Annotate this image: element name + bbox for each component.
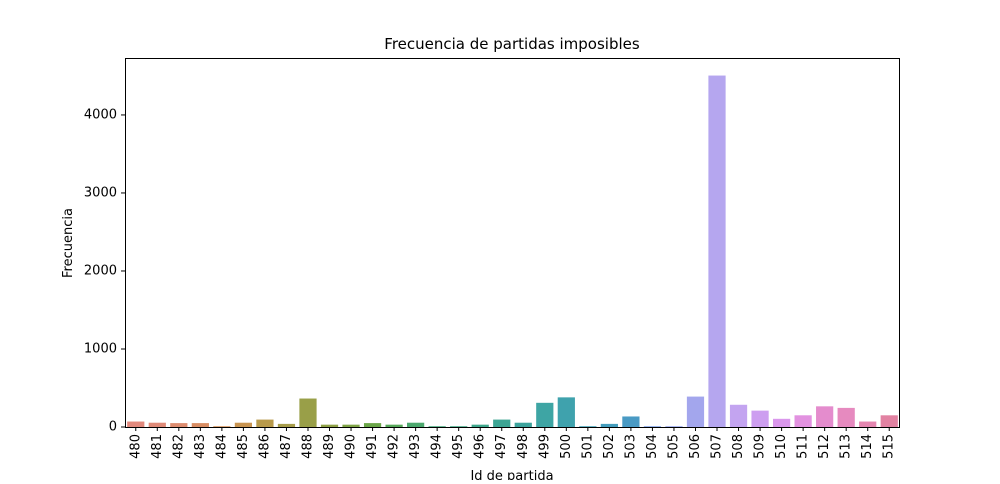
bar-507 xyxy=(708,75,726,428)
y-axis-label: Frecuencia xyxy=(61,208,76,278)
x-tick-label: 485 xyxy=(236,434,251,459)
bar-492 xyxy=(385,424,403,427)
x-tick-label: 500 xyxy=(559,434,574,459)
x-tick-label: 486 xyxy=(257,434,272,459)
bar-486 xyxy=(256,419,274,427)
x-tick-label: 492 xyxy=(387,434,402,459)
bar-511 xyxy=(794,415,812,427)
x-tick-label: 515 xyxy=(882,434,897,459)
x-tick-label: 514 xyxy=(860,434,875,459)
bar-481 xyxy=(148,422,166,427)
bar-484 xyxy=(213,426,231,427)
x-tick-label: 498 xyxy=(516,434,531,459)
x-tick-label: 512 xyxy=(817,434,832,459)
bar-505 xyxy=(665,426,683,427)
bar-496 xyxy=(471,424,489,427)
bar-510 xyxy=(772,418,791,427)
x-tick-label: 503 xyxy=(623,434,638,459)
y-tick-label: 0 xyxy=(109,420,117,435)
x-tick-label: 489 xyxy=(322,434,337,459)
y-tick-label: 1000 xyxy=(84,341,117,356)
bar-504 xyxy=(643,426,662,427)
bar-500 xyxy=(557,397,575,427)
plot-frame xyxy=(125,58,900,428)
y-tick-label: 2000 xyxy=(84,263,117,278)
x-tick-label: 483 xyxy=(193,434,208,459)
bar-513 xyxy=(837,407,855,427)
bar-489 xyxy=(320,424,339,427)
y-tick-label: 3000 xyxy=(84,185,117,200)
bar-497 xyxy=(493,419,511,427)
x-tick-label: 504 xyxy=(645,434,660,459)
x-axis: 480 481 482 483 484 485 486 487 488 489 490 491 492 4… xyxy=(128,427,897,459)
bar-502 xyxy=(600,423,618,427)
bar-499 xyxy=(536,402,554,427)
bar-515 xyxy=(880,415,898,427)
x-tick-label: 501 xyxy=(580,434,595,459)
bar-482 xyxy=(170,423,188,427)
x-tick-label: 494 xyxy=(430,434,445,459)
x-tick-label: 493 xyxy=(408,434,423,459)
x-axis-label: Id de partida xyxy=(470,469,553,480)
x-tick-label: 487 xyxy=(279,434,294,459)
bar-501 xyxy=(579,426,597,427)
x-tick-label: 508 xyxy=(731,434,746,459)
bar-493 xyxy=(407,422,425,427)
x-tick-label: 502 xyxy=(602,434,617,459)
x-tick-label: 506 xyxy=(688,434,703,459)
bars-group xyxy=(127,75,898,428)
bar-503 xyxy=(622,416,640,427)
x-tick-label: 488 xyxy=(300,434,315,459)
bar-508 xyxy=(729,404,748,427)
x-tick-label: 509 xyxy=(753,434,768,459)
bar-487 xyxy=(277,423,296,427)
bar-512 xyxy=(816,406,834,427)
bar-485 xyxy=(234,422,253,427)
bar-488 xyxy=(299,398,317,427)
x-tick-label: 491 xyxy=(365,434,380,459)
bar-491 xyxy=(363,423,382,427)
x-tick-label: 480 xyxy=(128,434,143,459)
x-tick-label: 484 xyxy=(214,434,229,459)
bar-495 xyxy=(450,426,468,427)
chart-title: Frecuencia de partidas imposibles xyxy=(384,35,640,53)
x-tick-label: 495 xyxy=(451,434,466,459)
bar-480 xyxy=(127,421,145,427)
bar-498 xyxy=(514,422,532,427)
bar-494 xyxy=(428,426,446,427)
x-tick-label: 497 xyxy=(494,434,509,459)
x-tick-label: 482 xyxy=(171,434,186,459)
x-tick-label: 490 xyxy=(344,434,359,459)
bar-483 xyxy=(191,423,209,427)
x-tick-label: 510 xyxy=(774,434,789,459)
bar-509 xyxy=(751,410,769,427)
bar-490 xyxy=(342,424,360,427)
x-tick-label: 496 xyxy=(473,434,488,459)
y-tick-label: 4000 xyxy=(84,107,117,122)
bar-514 xyxy=(859,421,877,427)
y-axis: 0 1000 2000 3000 4000 xyxy=(84,107,125,435)
x-tick-label: 505 xyxy=(666,434,681,459)
x-tick-label: 513 xyxy=(839,434,854,459)
x-tick-label: 507 xyxy=(710,434,725,459)
x-tick-label: 499 xyxy=(537,434,552,459)
x-tick-label: 481 xyxy=(150,434,165,459)
x-tick-label: 511 xyxy=(796,434,811,459)
bar-506 xyxy=(686,396,705,427)
